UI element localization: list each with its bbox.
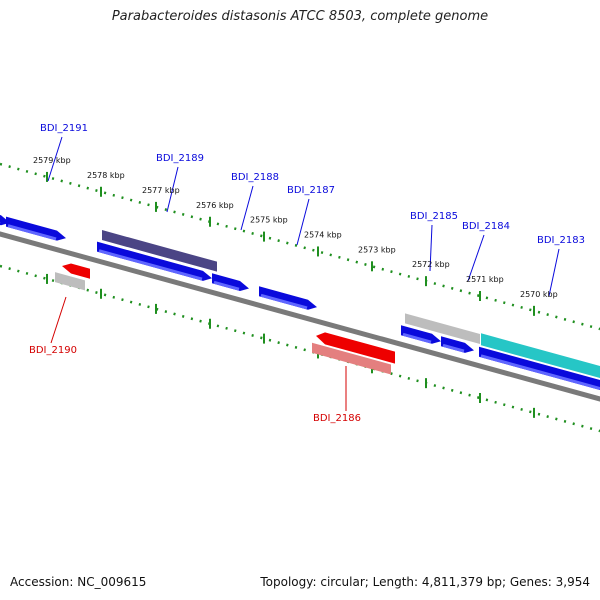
forward-gene-arrow — [441, 336, 474, 353]
kbp-tick-label: 2572 kbp — [412, 260, 450, 269]
gene-label: BDI_2188 — [231, 172, 279, 183]
kbp-tick-label: 2579 kbp — [33, 156, 71, 165]
gene-leader-line — [47, 136, 63, 182]
forward-orf-band — [102, 230, 217, 272]
forward-gene-arrow — [97, 241, 212, 281]
gene-label: BDI_2184 — [462, 221, 510, 232]
genome-title: Parabacteroides distasonis ATCC 8503, co… — [111, 9, 489, 24]
forward-gene-arrow-highlight — [260, 293, 308, 310]
reverse-gene-arrow — [62, 263, 90, 279]
gene-label: BDI_2187 — [287, 185, 335, 196]
gene-leader-line — [166, 166, 179, 213]
gene-label: BDI_2186 — [313, 413, 361, 424]
gene-leader-line — [429, 224, 433, 272]
gene-label: BDI_2189 — [156, 153, 204, 164]
cyan-gene-band — [481, 333, 600, 378]
gene-label: BDI_2190 — [29, 345, 77, 356]
kbp-tick-label: 2577 kbp — [142, 186, 180, 195]
kbp-tick-label: 2570 kbp — [520, 290, 558, 299]
gene-leader-line — [296, 198, 310, 246]
forward-gene-arrow — [212, 273, 249, 291]
tick-dots-layer — [0, 162, 600, 433]
genome-stats-text: Topology: circular; Length: 4,811,379 bp… — [260, 575, 590, 589]
leader-line-layer — [47, 136, 560, 411]
gene-label: BDI_2191 — [40, 123, 88, 134]
kbp-tick-label: 2573 kbp — [358, 245, 396, 254]
pseudo-band — [55, 272, 85, 291]
reverse-orf-band — [312, 342, 391, 375]
gene-leader-line — [467, 234, 485, 282]
gene-leader-line — [50, 296, 67, 344]
genome-axis-line — [0, 231, 600, 402]
pseudo-band — [405, 313, 445, 335]
accession-text: Accession: NC_009615 — [10, 575, 147, 589]
kbp-tick-label: 2578 kbp — [87, 171, 125, 180]
gene-label: BDI_2185 — [410, 211, 458, 222]
forward-gene-arrow — [259, 286, 317, 310]
forward-gene-arrow-highlight — [7, 224, 57, 241]
kbp-tick-label: 2571 kbp — [466, 275, 504, 284]
kbp-tick-label: 2574 kbp — [304, 230, 342, 239]
gene-label: BDI_2183 — [537, 235, 585, 246]
reverse-gene-arrow — [316, 332, 395, 364]
forward-gene-arrow-highlight — [98, 249, 203, 281]
kbp-tick-label: 2575 kbp — [250, 216, 288, 225]
kbp-tick-label: 2576 kbp — [196, 201, 234, 210]
gene-leader-line — [240, 185, 254, 231]
forward-gene-arrow-highlight — [480, 354, 600, 390]
genome-axis-layer — [0, 231, 600, 402]
pseudo-band — [445, 324, 480, 344]
forward-gene-arrow-highlight — [402, 332, 432, 344]
forward-gene-arrow — [6, 216, 66, 241]
forward-gene-arrow-highlight — [442, 343, 465, 353]
forward-gene-arrow-highlight — [213, 280, 240, 291]
feature-layer — [0, 214, 600, 390]
label-layer: 2579 kbp 2578 kbp 2577 kbp 2576 kbp 2575 kbp… — [29, 123, 585, 424]
forward-gene-arrow — [401, 325, 441, 344]
gene-leader-line — [548, 248, 560, 297]
